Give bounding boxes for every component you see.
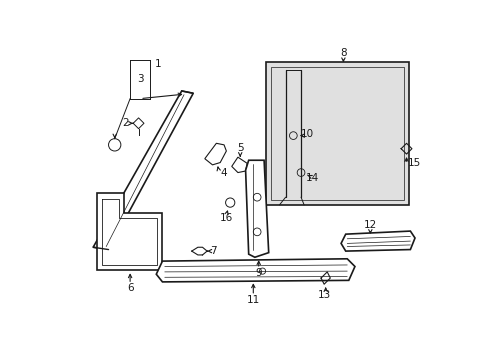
Text: 14: 14 xyxy=(305,173,319,183)
Polygon shape xyxy=(231,157,246,172)
Bar xyxy=(266,62,408,205)
Polygon shape xyxy=(341,231,414,251)
Text: 15: 15 xyxy=(407,158,420,167)
Polygon shape xyxy=(204,143,226,165)
Text: 13: 13 xyxy=(317,290,330,300)
Text: 4: 4 xyxy=(220,167,227,177)
Text: 12: 12 xyxy=(363,220,376,230)
Polygon shape xyxy=(97,193,162,270)
Text: 3: 3 xyxy=(137,75,143,84)
Text: 7: 7 xyxy=(209,246,216,256)
Text: 11: 11 xyxy=(246,294,260,305)
Bar xyxy=(270,67,404,200)
Text: 1: 1 xyxy=(154,59,161,69)
Text: 9: 9 xyxy=(255,267,262,278)
Text: 10: 10 xyxy=(300,129,313,139)
Text: 5: 5 xyxy=(236,143,243,153)
Text: 2: 2 xyxy=(122,118,128,128)
Polygon shape xyxy=(245,160,268,257)
Text: 8: 8 xyxy=(339,48,346,58)
Polygon shape xyxy=(93,91,193,249)
Text: 16: 16 xyxy=(219,213,232,223)
Text: 6: 6 xyxy=(126,283,133,293)
Polygon shape xyxy=(156,259,354,282)
